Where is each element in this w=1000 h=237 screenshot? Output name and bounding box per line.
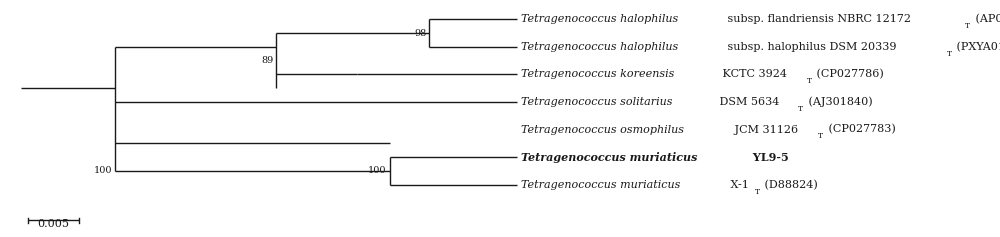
Text: T: T xyxy=(807,77,812,85)
Text: subsp. halophilus DSM 20339: subsp. halophilus DSM 20339 xyxy=(724,42,896,52)
Text: Tetragenococcus halophilus: Tetragenococcus halophilus xyxy=(521,42,678,52)
Text: T: T xyxy=(818,132,823,140)
Text: subsp. flandriensis NBRC 12172: subsp. flandriensis NBRC 12172 xyxy=(724,14,911,24)
Text: Tetragenococcus solitarius: Tetragenococcus solitarius xyxy=(521,97,672,107)
Text: 0.005: 0.005 xyxy=(37,219,69,229)
Text: (CP027786): (CP027786) xyxy=(813,69,884,80)
Text: 100: 100 xyxy=(368,166,387,175)
Text: JCM 31126: JCM 31126 xyxy=(731,124,798,135)
Text: (PXYA01000003): (PXYA01000003) xyxy=(953,42,1000,52)
Text: DSM 5634: DSM 5634 xyxy=(716,97,780,107)
Text: 100: 100 xyxy=(94,166,113,175)
Text: KCTC 3924: KCTC 3924 xyxy=(719,69,787,79)
Text: T: T xyxy=(755,187,760,196)
Text: (CP027783): (CP027783) xyxy=(825,124,895,135)
Text: Tetragenococcus halophilus: Tetragenococcus halophilus xyxy=(521,14,678,24)
Text: Tetragenococcus muriaticus: Tetragenococcus muriaticus xyxy=(521,152,697,163)
Text: Tetragenococcus muriaticus: Tetragenococcus muriaticus xyxy=(521,180,680,190)
Text: T: T xyxy=(946,50,952,58)
Text: 98: 98 xyxy=(414,29,427,38)
Text: (AJ301840): (AJ301840) xyxy=(805,97,872,107)
Text: (D88824): (D88824) xyxy=(761,179,818,190)
Text: 89: 89 xyxy=(261,56,273,65)
Text: X-1: X-1 xyxy=(727,180,748,190)
Text: Tetragenococcus osmophilus: Tetragenococcus osmophilus xyxy=(521,124,684,135)
Text: T: T xyxy=(965,22,970,30)
Text: Tetragenococcus koreensis: Tetragenococcus koreensis xyxy=(521,69,674,79)
Text: (AP012046): (AP012046) xyxy=(972,14,1000,24)
Text: YL9-5: YL9-5 xyxy=(749,152,788,163)
Text: T: T xyxy=(798,105,803,113)
